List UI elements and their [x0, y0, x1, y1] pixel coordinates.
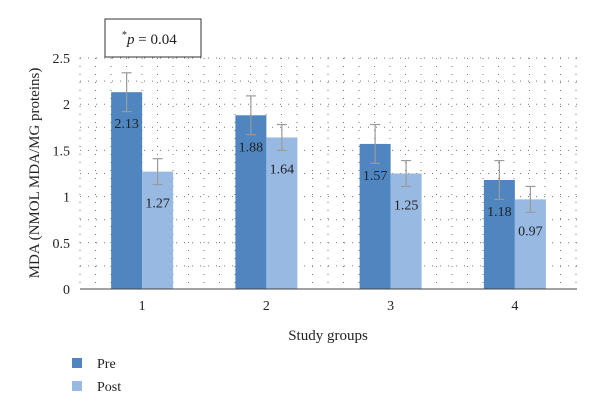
data-label: 1.64 [270, 162, 295, 177]
bar-pre-group-1 [111, 92, 143, 289]
data-label: 1.27 [145, 197, 170, 212]
y-tick-label: 2 [63, 98, 70, 113]
error-bars [121, 72, 536, 213]
p-value-symbol: p [126, 32, 135, 48]
data-label: 1.25 [394, 199, 419, 214]
data-label: 2.13 [114, 117, 139, 132]
bar-pre-group-3 [359, 143, 391, 289]
y-tick-label: 2.5 [53, 52, 71, 67]
legend-label-post: Post [97, 380, 121, 395]
y-tick-label: 1.5 [53, 144, 71, 159]
x-tick-label: 3 [387, 299, 394, 314]
data-label: 1.18 [487, 205, 512, 220]
bar-post-group-3 [390, 173, 422, 289]
legend-label-pre: Pre [97, 357, 116, 372]
x-axis-ticks: 1 2 3 4 [139, 299, 519, 314]
p-value-box [104, 18, 202, 58]
y-axis-ticks: 0 0.5 1 1.5 2 2.5 [53, 52, 71, 298]
x-tick-label: 4 [511, 299, 518, 314]
bar-post-group-2 [266, 137, 298, 289]
bar-post-group-4 [514, 199, 546, 289]
p-value-text: *p = 0.04 [122, 30, 177, 48]
x-axis-title: Study groups [288, 328, 368, 344]
x-tick-label: 1 [139, 299, 146, 314]
data-label: 1.88 [239, 140, 264, 155]
x-tick-label: 2 [263, 299, 270, 314]
y-axis-title: MDA (NMOL MDA/MG proteins) [27, 68, 43, 279]
y-tick-label: 0 [63, 283, 70, 298]
p-value-number: = 0.04 [135, 32, 178, 48]
bar-post-group-1 [142, 171, 174, 289]
legend-swatch-pre [72, 358, 82, 368]
y-tick-label: 1 [63, 191, 70, 206]
data-label: 0.97 [518, 224, 543, 239]
data-label: 1.57 [363, 169, 388, 184]
bars [111, 92, 546, 290]
bar-pre-group-2 [235, 115, 267, 290]
y-tick-label: 0.5 [53, 237, 71, 252]
p-value-annotation: *p = 0.04 [104, 18, 202, 58]
data-labels: 2.13 1.27 1.88 1.64 1.57 1.25 1.18 0.97 [114, 117, 542, 239]
legend-swatch-post [72, 381, 82, 391]
legend: Pre Post [72, 357, 121, 395]
p-value-asterisk: * [122, 30, 127, 41]
